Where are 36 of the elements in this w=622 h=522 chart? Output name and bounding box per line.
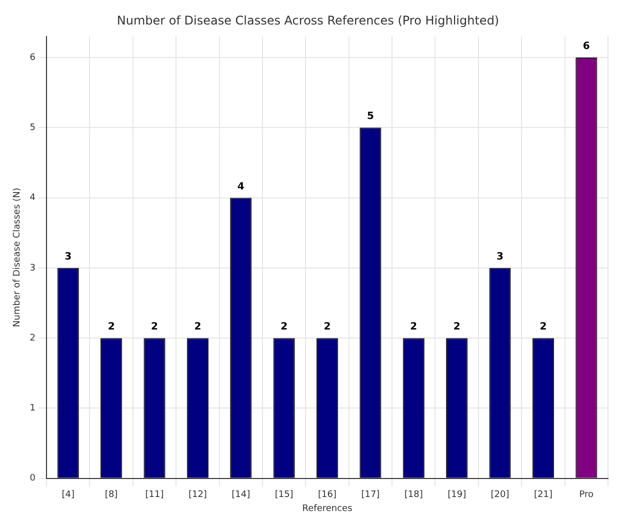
x-tick-label: [4]: [62, 490, 74, 500]
y-tick-label: 3: [30, 263, 36, 274]
x-tick-label: [16]: [318, 490, 337, 500]
x-tick-label: [21]: [534, 490, 552, 500]
x-tick-label: [19]: [448, 490, 466, 500]
data-label: 2: [410, 322, 418, 333]
data-label: 2: [540, 322, 547, 333]
data-label: 2: [453, 322, 460, 333]
x-tick-label: Pro: [579, 490, 594, 500]
y-tick-label: 5: [30, 122, 36, 133]
y-axis-title: Number of Disease Classes (N): [12, 188, 23, 328]
chart-title: Number of Disease Classes Across References (Pro Highlighted): [116, 13, 500, 28]
x-tick-label: [14]: [232, 490, 250, 500]
data-label: 2: [151, 322, 158, 333]
y-tick-label: 1: [30, 404, 36, 414]
x-axis-title: References: [302, 504, 353, 514]
data-label: 2: [194, 322, 202, 333]
data-label: 2: [108, 322, 115, 333]
y-tick-label: 0: [30, 474, 36, 484]
x-tick-label: [8]: [104, 490, 118, 500]
y-tick-label: 2: [30, 333, 36, 344]
x-tick-label: [12]: [188, 490, 207, 500]
data-label: 2: [280, 322, 288, 333]
x-tick-label: [18]: [404, 490, 423, 500]
y-tick-label: 6: [30, 52, 36, 63]
x-tick-label: [20]: [490, 490, 510, 500]
x-tick-label: [15]: [274, 490, 294, 500]
data-label: 3: [64, 252, 72, 263]
y-tick-label: 4: [30, 193, 36, 204]
data-label: 5: [366, 111, 374, 122]
data-label: 6: [582, 41, 590, 52]
data-label: 3: [496, 252, 504, 263]
data-label: 2: [324, 322, 331, 333]
data-label: 4: [237, 181, 244, 192]
x-tick-label: [11]: [145, 490, 164, 500]
x-tick-label: [17]: [361, 490, 380, 500]
